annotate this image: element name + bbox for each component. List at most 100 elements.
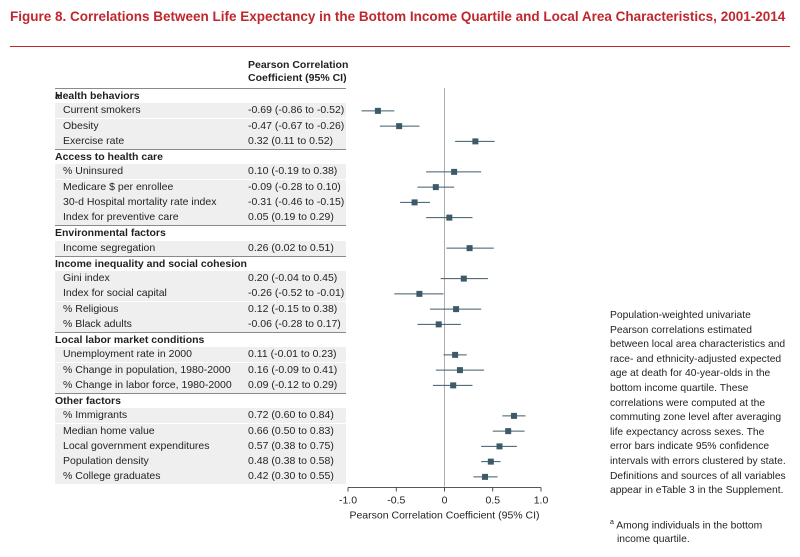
x-axis-title: Pearson Correlation Coefficient (95% CI) — [349, 510, 539, 522]
footnote-line1: Among individuals in the bottom — [616, 520, 763, 532]
figure-title: Figure 8. Correlations Between Life Expe… — [10, 9, 786, 24]
row-label: % Change in labor force, 1980-2000 — [63, 378, 232, 391]
table-row-obesity: Obesity -0.47 (-0.67 to -0.26) — [55, 118, 346, 134]
column-header-line1: Pearson Correlation — [248, 59, 349, 71]
x-tick-label: 1.0 — [534, 495, 549, 507]
table-row-gini-index: Gini index 0.20 (-0.04 to 0.45) — [55, 271, 346, 286]
table-row-income-segregation: Income segregation 0.26 (0.02 to 0.51) — [55, 240, 346, 256]
row-ci-value: -0.09 (-0.28 to 0.10) — [248, 180, 341, 193]
x-tick-label: 0 — [442, 495, 448, 507]
point-estimate-income-segregation — [466, 245, 473, 252]
table-row-unemployment-rate-in-2000: Unemployment rate in 2000 0.11 (-0.01 to … — [55, 347, 346, 363]
table-row-30-d-hospital-mortality-rate-index: 30-d Hospital mortality rate index -0.31 … — [55, 194, 346, 210]
footnote: a Among individuals in the bottom income… — [610, 516, 788, 547]
point-estimate-immigrants — [510, 412, 517, 419]
point-estimate-medicare-per-enrollee — [432, 184, 439, 191]
x-tick-label: -1.0 — [339, 495, 357, 507]
group-label: Environmental factors — [55, 227, 166, 240]
point-estimate-exercise-rate — [472, 138, 479, 145]
row-label: % Change in population, 1980-2000 — [63, 363, 231, 376]
x-tick-label: -0.5 — [387, 495, 405, 507]
group-header-environmental-factors: Environmental factors — [55, 225, 346, 241]
table-row-change-in-population-1980-2000: % Change in population, 1980-2000 0.16 (-… — [55, 362, 346, 378]
row-ci-value: 0.12 (-0.15 to 0.38) — [248, 302, 338, 315]
table-row-medicare-per-enrollee: Medicare $ per enrollee -0.09 (-0.28 to 0… — [55, 179, 346, 195]
table-row-black-adults: % Black adults -0.06 (-0.28 to 0.17) — [55, 316, 346, 332]
point-estimate-change-in-population-1980-2000 — [456, 367, 463, 374]
table-row-median-home-value: Median home value 0.66 (0.50 to 0.83) — [55, 423, 346, 439]
table-row-religious: % Religious 0.12 (-0.15 to 0.38) — [55, 301, 346, 317]
point-estimate-change-in-labor-force-1980-2000 — [450, 382, 457, 389]
row-ci-value: 0.11 (-0.01 to 0.23) — [248, 348, 337, 361]
row-label: % Immigrants — [63, 409, 128, 422]
group-label: Access to health care — [55, 151, 163, 163]
group-header-access-to-health-care: Access to health care — [55, 149, 346, 165]
point-estimate-unemployment-rate-in-2000 — [452, 351, 459, 358]
group-header-income-inequality-and-social-cohesion: Income inequality and social cohesion — [55, 255, 346, 272]
row-ci-value: -0.06 (-0.28 to 0.17) — [248, 317, 341, 330]
figure-caption: Population-weighted univariate Pearson c… — [610, 310, 786, 497]
point-estimate-local-government-expenditures — [496, 443, 503, 450]
row-label: Obesity — [63, 119, 99, 132]
footnote-mark: a — [610, 519, 614, 526]
table-row-population-density: Population density 0.48 (0.38 to 0.58) — [55, 454, 346, 469]
row-label: % Religious — [63, 302, 119, 315]
title-divider — [10, 46, 790, 47]
row-label: Median home value — [63, 424, 155, 437]
row-ci-value: 0.32 (0.11 to 0.52) — [248, 134, 334, 147]
group-label: Health behaviors — [55, 90, 140, 102]
row-ci-value: 0.66 (0.50 to 0.83) — [248, 424, 334, 437]
table-row-uninsured: % Uninsured 0.10 (-0.19 to 0.38) — [55, 164, 346, 180]
row-ci-value: 0.48 (0.38 to 0.58) — [248, 455, 334, 467]
row-label: Unemployment rate in 2000 — [63, 348, 192, 361]
table-row-local-government-expenditures: Local government expenditures 0.57 (0.38 … — [55, 438, 346, 454]
group-header-health-behaviors: Health behaviors a — [55, 88, 346, 104]
point-estimate-index-for-social-capital — [416, 290, 423, 297]
row-label: Medicare $ per enrollee — [63, 180, 174, 193]
row-ci-value: -0.31 (-0.46 to -0.15) — [248, 195, 345, 208]
row-ci-value: 0.72 (0.60 to 0.84) — [248, 409, 334, 422]
table-row-college-graduates: % College graduates 0.42 (0.30 to 0.55) — [55, 469, 346, 485]
table-row-index-for-social-capital: Index for social capital -0.26 (-0.52 to … — [55, 286, 346, 302]
table-row-change-in-labor-force-1980-2000: % Change in labor force, 1980-2000 0.09 (… — [55, 377, 346, 393]
row-label: Index for social capital — [63, 287, 167, 300]
table-row-index-for-preventive-care: Index for preventive care 0.05 (0.19 to 0… — [55, 210, 346, 225]
point-estimate-population-density — [487, 458, 494, 465]
column-header: Pearson Correlation Coefficient (95% CI) — [248, 59, 388, 85]
footnote-marker: a — [55, 91, 60, 101]
point-estimate-index-for-preventive-care — [446, 214, 453, 221]
row-ci-value: 0.57 (0.38 to 0.75) — [248, 439, 334, 452]
table-row-exercise-rate: Exercise rate 0.32 (0.11 to 0.52) — [55, 133, 346, 149]
group-label: Other factors — [55, 395, 121, 407]
row-ci-value: 0.26 (0.02 to 0.51) — [248, 241, 334, 254]
group-label: Local labor market conditions — [55, 334, 205, 346]
footnote-line2: income quartile. — [617, 534, 690, 546]
row-ci-value: 0.42 (0.30 to 0.55) — [248, 470, 334, 483]
point-estimate-black-adults — [435, 321, 442, 328]
point-estimate-30-d-hospital-mortality-rate-index — [411, 199, 418, 206]
point-estimate-uninsured — [451, 168, 458, 175]
group-header-other-factors: Other factors — [55, 393, 346, 409]
point-estimate-gini-index — [460, 275, 467, 282]
group-header-local-labor-market-conditions: Local labor market conditions — [55, 332, 346, 348]
row-label: Local government expenditures — [63, 439, 210, 452]
column-header-line2: Coefficient (95% CI) — [248, 72, 347, 84]
x-tick-label: 0.5 — [485, 495, 500, 507]
row-label: % Black adults — [63, 317, 132, 330]
row-ci-value: 0.05 (0.19 to 0.29) — [248, 211, 334, 223]
row-ci-value: 0.16 (-0.09 to 0.41) — [248, 363, 338, 376]
row-ci-value: -0.47 (-0.67 to -0.26) — [248, 119, 345, 132]
table-row-immigrants: % Immigrants 0.72 (0.60 to 0.84) — [55, 408, 346, 424]
group-label: Income inequality and social cohesion — [55, 257, 247, 270]
point-estimate-religious — [453, 306, 460, 313]
row-ci-value: 0.20 (-0.04 to 0.45) — [248, 272, 338, 284]
row-label: % College graduates — [63, 470, 161, 483]
row-ci-value: -0.26 (-0.52 to -0.01) — [248, 287, 345, 300]
point-estimate-college-graduates — [482, 473, 489, 480]
row-label: % Uninsured — [63, 165, 124, 178]
point-estimate-obesity — [396, 123, 403, 130]
point-estimate-current-smokers — [374, 107, 381, 114]
row-label: Income segregation — [63, 241, 156, 254]
point-estimate-median-home-value — [505, 428, 512, 435]
